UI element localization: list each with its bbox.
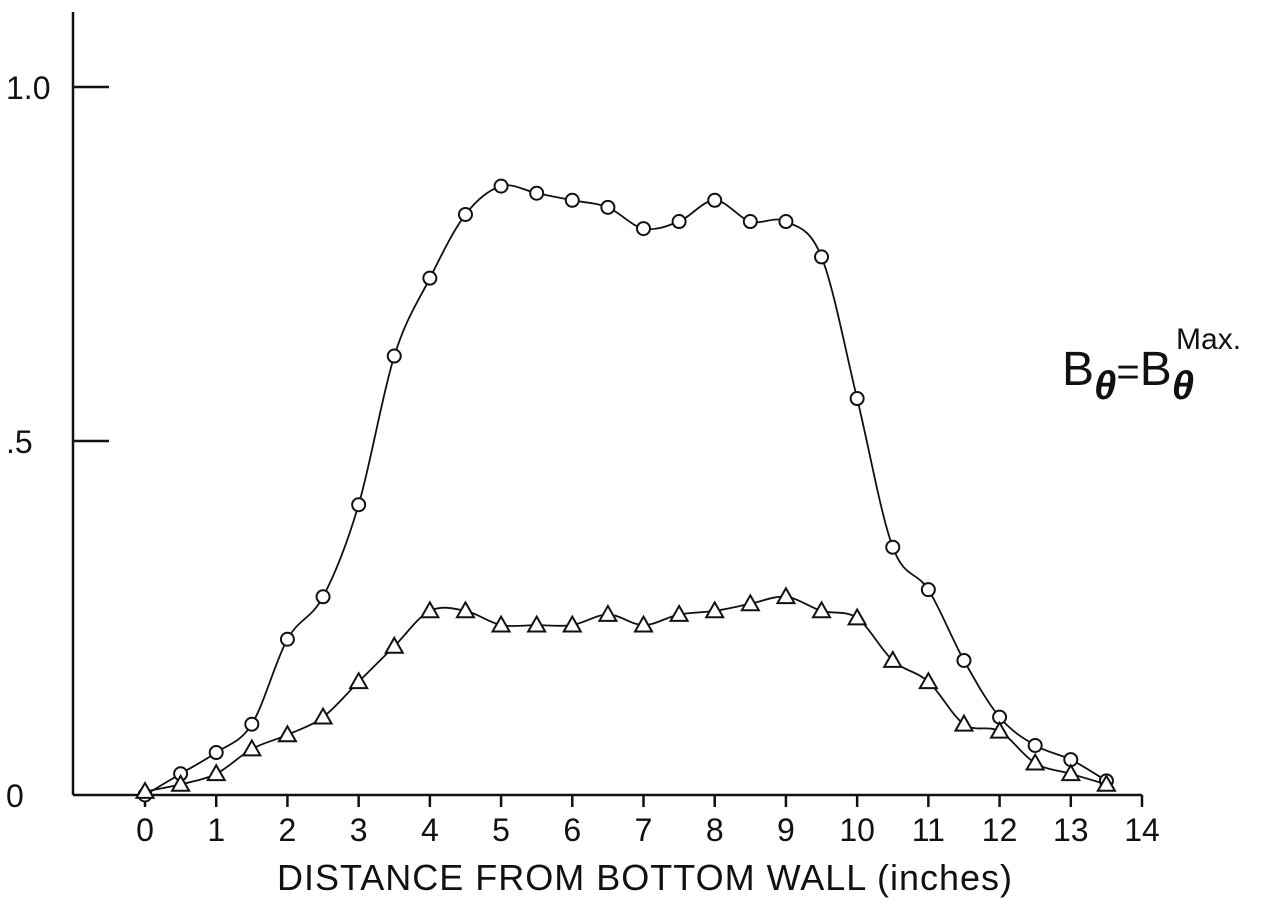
triangle-data-point (597, 603, 619, 622)
triangle-data-point (241, 738, 263, 757)
y-ticks: 0 .5 1.0 (6, 70, 109, 814)
circle-data-point (742, 214, 758, 230)
circle-data-point (707, 192, 723, 208)
circle-data-point (814, 249, 830, 265)
x-ticks: 0 1 2 3 4 5 6 7 8 9 10 11 12 13 14 (136, 795, 1160, 848)
triangle-data-point (704, 600, 725, 619)
triangle-data-point (918, 671, 939, 690)
series-circle (137, 178, 1114, 803)
circle-data-point (279, 631, 295, 647)
triangle-data-point (989, 720, 1010, 739)
y-tick-label: 0 (6, 778, 24, 814)
circle-data-point (600, 199, 616, 215)
triangle-data-point (526, 614, 547, 633)
triangle-data-point (953, 713, 975, 732)
circle-data-point (386, 348, 402, 364)
annotation-b-theta-equals-max: Bθ=BθMax. (1062, 323, 1241, 408)
circle-data-point (351, 497, 367, 513)
triangle-data-point (882, 649, 903, 668)
x-tick-label: 4 (421, 812, 439, 848)
x-tick-label: 9 (777, 812, 795, 848)
circle-data-point (315, 589, 331, 605)
circle-data-point (529, 185, 545, 201)
x-tick-label: 13 (1053, 812, 1089, 848)
x-tick-label: 6 (563, 812, 581, 848)
circle-data-point (920, 582, 936, 598)
x-tick-label: 2 (279, 812, 297, 848)
circle-data-point (493, 178, 509, 194)
circle-data-point (244, 716, 260, 732)
circle-data-point (564, 192, 580, 208)
circle-data-point (1027, 737, 1043, 753)
x-axis-title: DISTANCE FROM BOTTOM WALL (inches) (277, 857, 1013, 898)
circle-data-point (208, 745, 224, 761)
triangle-data-point (668, 603, 690, 622)
x-tick-label: 0 (136, 812, 154, 848)
circle-data-point (885, 539, 901, 555)
circle-data-point (457, 206, 473, 222)
triangle-data-point (348, 671, 369, 690)
y-tick-label: .5 (6, 424, 33, 460)
y-tick-label: 1.0 (6, 70, 50, 106)
circle-data-point (671, 214, 687, 230)
triangle-data-point (633, 614, 654, 633)
triangle-data-point (277, 724, 298, 743)
series-layer (134, 178, 1117, 803)
triangle-data-point (811, 600, 832, 619)
series-line-triangle (144, 595, 1107, 793)
triangle-data-point (1024, 752, 1046, 771)
triangle-data-point (846, 607, 868, 626)
triangle-data-point (419, 600, 441, 619)
x-tick-label: 8 (706, 812, 724, 848)
axes (71, 12, 1142, 797)
triangle-data-point (384, 635, 405, 654)
x-tick-label: 12 (982, 812, 1018, 848)
triangle-data-point (562, 614, 583, 633)
x-tick-label: 1 (207, 812, 225, 848)
x-tick-label: 5 (492, 812, 510, 848)
x-tick-label: 3 (350, 812, 368, 848)
triangle-data-point (740, 593, 761, 612)
x-tick-label: 11 (912, 812, 945, 848)
triangle-data-point (455, 600, 476, 619)
x-tick-label: 10 (839, 812, 875, 848)
triangle-data-point (312, 706, 334, 725)
triangle-data-point (490, 614, 512, 633)
triangle-data-point (1060, 763, 1082, 782)
circle-data-point (422, 270, 438, 286)
triangle-data-point (775, 586, 797, 605)
circle-data-point (849, 391, 865, 407)
triangle-data-point (134, 780, 156, 799)
circle-data-point (956, 652, 972, 668)
series-line-circle (144, 184, 1107, 796)
triangle-data-point (205, 763, 227, 782)
x-tick-label: 14 (1124, 812, 1160, 848)
circle-data-point (778, 214, 794, 230)
triangle-data-point (1096, 773, 1117, 792)
x-tick-label: 7 (635, 812, 653, 848)
circle-data-point (636, 221, 651, 237)
triangle-data-point (170, 773, 191, 792)
series-triangle (134, 586, 1117, 799)
